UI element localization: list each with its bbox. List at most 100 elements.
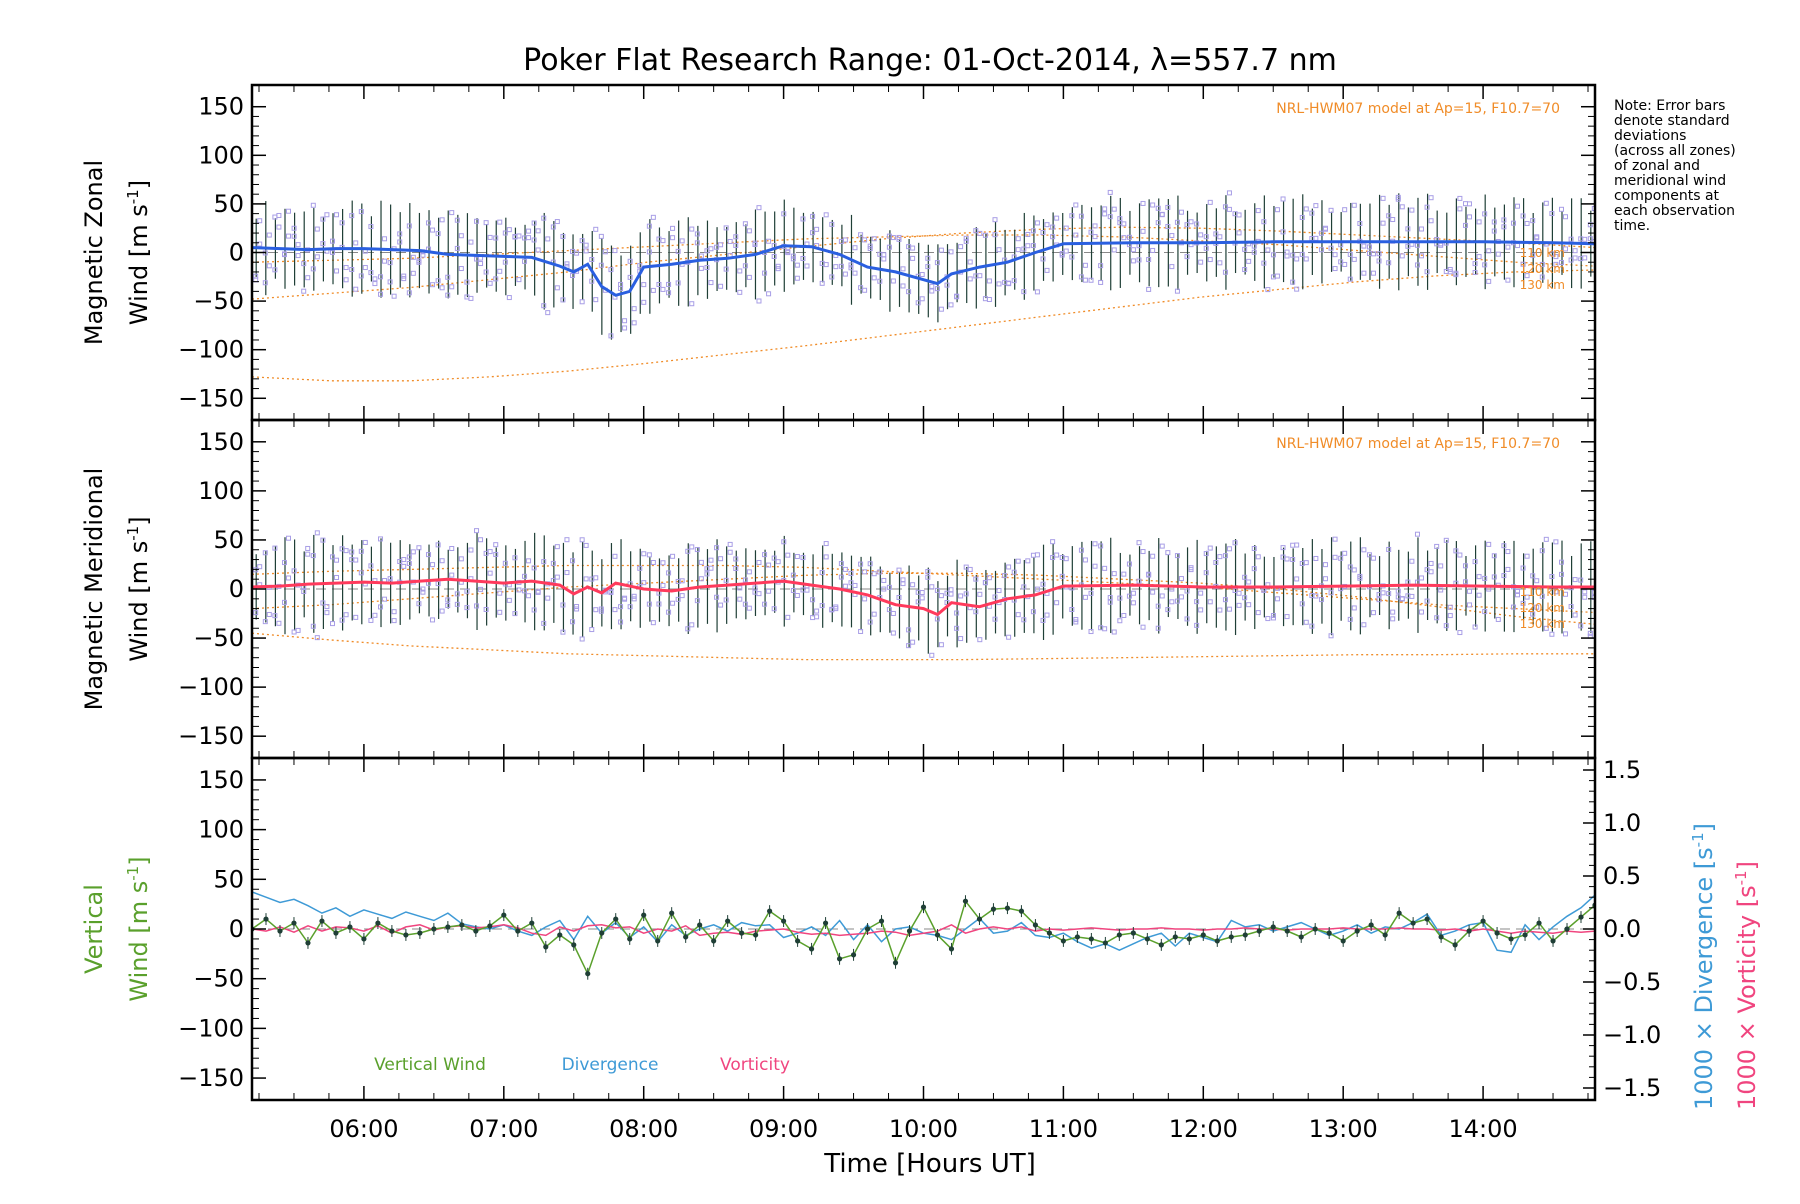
- zone-point: [660, 582, 666, 588]
- zone-point: [1111, 629, 1117, 635]
- zone-point: [1140, 624, 1146, 630]
- zone-point: [858, 561, 864, 567]
- zone-point: [934, 286, 940, 292]
- zone-point: [330, 621, 336, 627]
- zone-point: [646, 552, 652, 558]
- zone-point: [954, 293, 960, 299]
- vertical-wind-point: [767, 908, 773, 914]
- zone-point: [502, 230, 508, 236]
- zone-point: [301, 261, 307, 267]
- zone-point: [1491, 574, 1497, 580]
- vertical-wind-point: [1186, 936, 1192, 942]
- zone-point: [272, 545, 278, 551]
- zone-point: [852, 270, 858, 276]
- zone-point: [877, 278, 883, 284]
- zone-point: [977, 230, 983, 236]
- zone-point: [666, 609, 672, 615]
- zone-point: [1155, 625, 1161, 631]
- x-axis: 06:00 07:00 08:00 09:00 10:00 11:00 12:00 13:00…: [329, 1115, 1517, 1179]
- zone-point: [535, 228, 541, 234]
- zone-point: [426, 220, 432, 226]
- y-tick-label: 50: [213, 190, 244, 218]
- zone-point: [919, 296, 925, 302]
- vertical-wind-point: [850, 952, 857, 958]
- zone-point: [497, 609, 503, 615]
- zone-point: [593, 226, 599, 232]
- zone-point: [1361, 547, 1367, 553]
- zone-point: [858, 285, 864, 291]
- zone-point: [982, 296, 988, 302]
- zone-point: [478, 586, 484, 592]
- zone-point: [1399, 204, 1405, 210]
- zone-point: [1299, 214, 1305, 220]
- zone-point: [1136, 540, 1142, 546]
- zone-point: [314, 254, 320, 260]
- altitude-label: 120 km: [1520, 601, 1565, 615]
- zone-point: [637, 565, 643, 571]
- zone-point: [1328, 590, 1334, 596]
- right-tick-label: −1.5: [1603, 1074, 1661, 1102]
- zone-point: [295, 253, 301, 259]
- zone-point: [493, 542, 499, 548]
- zone-point: [829, 607, 835, 613]
- y-axis-label-line1: Vertical: [80, 884, 108, 974]
- zone-point: [1332, 252, 1338, 258]
- zone-point: [1034, 220, 1040, 226]
- zone-point: [766, 588, 772, 594]
- zone-point: [1088, 229, 1094, 235]
- zone-point: [723, 577, 729, 583]
- zone-point: [670, 225, 676, 231]
- zone-point: [1351, 256, 1357, 262]
- zone-point: [1520, 565, 1526, 571]
- zone-point: [516, 277, 522, 283]
- zone-point: [320, 241, 326, 247]
- vertical-wind-point: [557, 932, 563, 938]
- zone-point: [1044, 612, 1050, 618]
- zone-point: [1021, 617, 1027, 623]
- zone-point: [1021, 289, 1027, 295]
- zone-point: [1159, 211, 1165, 217]
- zone-point: [1549, 251, 1555, 257]
- zone-point: [420, 586, 426, 592]
- zone-point: [794, 554, 800, 560]
- zone-point: [1332, 266, 1338, 272]
- zone-point: [474, 603, 480, 609]
- y-tick-label: −150: [178, 384, 244, 412]
- zone-point: [487, 280, 493, 286]
- zone-point: [1174, 598, 1180, 604]
- y-tick-label: 100: [198, 477, 244, 505]
- zone-point: [1222, 553, 1228, 559]
- zone-point: [458, 266, 464, 272]
- vertical-wind-point: [739, 930, 745, 936]
- zone-point: [1476, 219, 1482, 225]
- zone-point: [996, 247, 1002, 253]
- zone-point: [1318, 230, 1324, 236]
- zone-point: [996, 588, 1002, 594]
- vertical-wind-point: [585, 971, 591, 977]
- y-tick-label: 100: [198, 141, 244, 169]
- zone-point: [1366, 552, 1372, 558]
- zone-point: [516, 587, 522, 593]
- vertical-wind-point: [920, 904, 927, 910]
- zone-point: [1482, 211, 1488, 217]
- zone-point: [526, 593, 532, 599]
- zone-point: [1098, 263, 1104, 269]
- zone-point: [733, 234, 739, 240]
- zone-point: [1178, 576, 1184, 582]
- zone-point: [1428, 560, 1434, 566]
- zone-point: [819, 603, 825, 609]
- vertical-wind-point: [1284, 928, 1290, 934]
- zone-point: [992, 594, 998, 600]
- zone-point: [353, 614, 359, 620]
- zone-point: [401, 563, 407, 569]
- vertical-wind-point: [990, 906, 997, 912]
- vertical-wind-point: [515, 928, 521, 934]
- zone-point: [1491, 228, 1497, 234]
- y-tick-label: 50: [213, 865, 244, 893]
- zone-point: [631, 593, 637, 599]
- zone-point: [1466, 214, 1472, 220]
- zone-point: [698, 576, 704, 582]
- zone-point: [1030, 552, 1036, 558]
- zone-point: [650, 620, 656, 626]
